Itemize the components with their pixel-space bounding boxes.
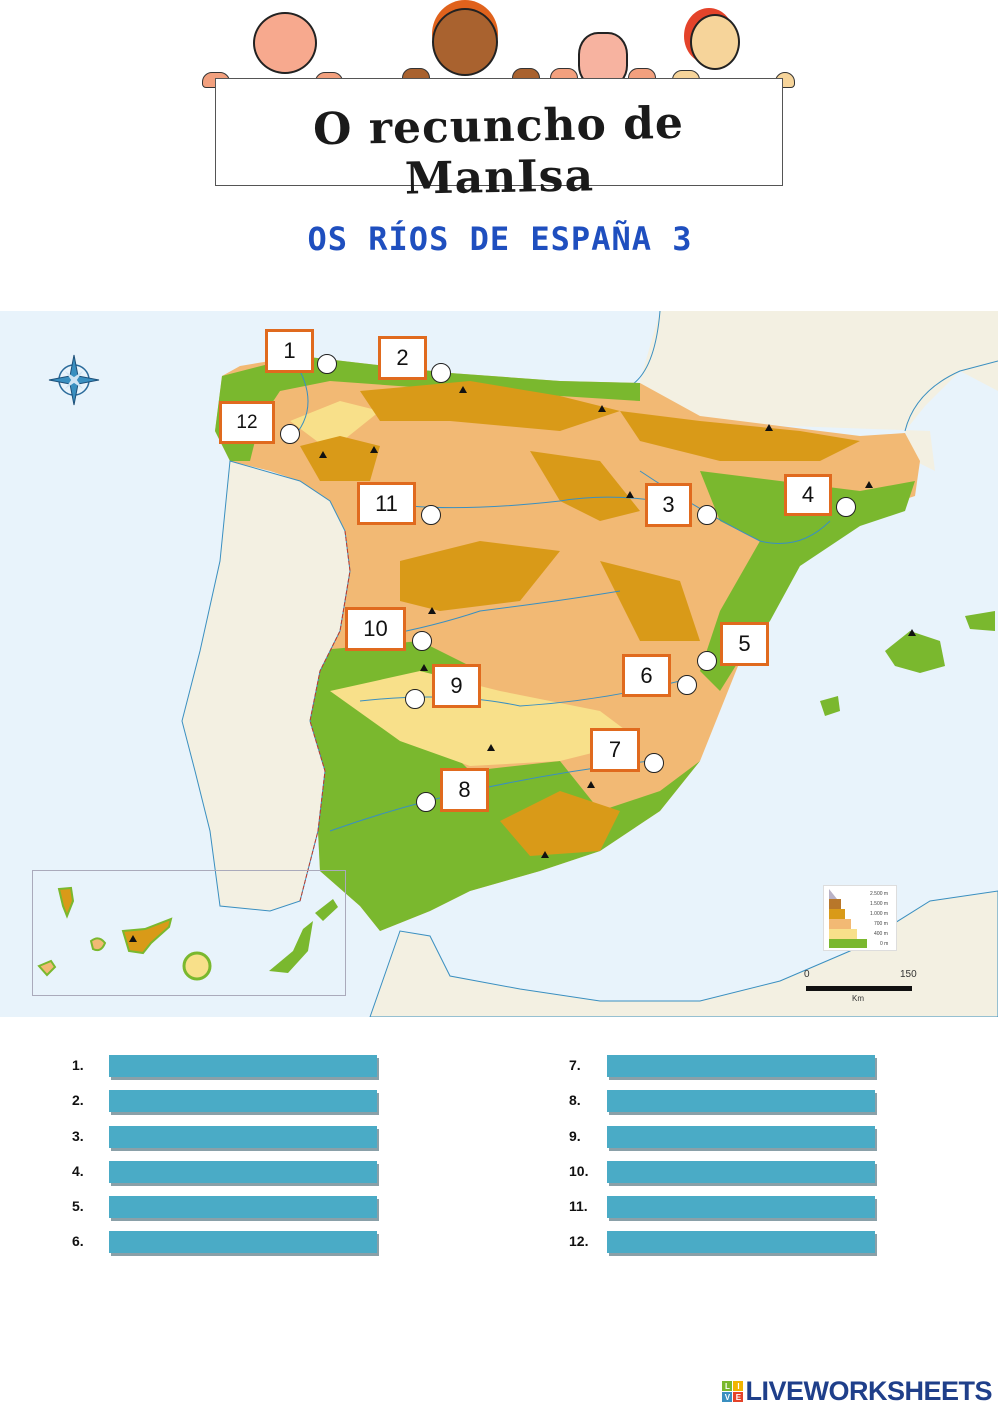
answer-input-1[interactable] [109, 1055, 377, 1077]
elevation-legend: 2.500 m 1.500 m 1.000 m 700 m 400 m 0 m [823, 885, 897, 951]
label-box: 8 [440, 768, 489, 812]
river-mouth-marker[interactable] [677, 675, 697, 695]
label-box: 7 [590, 728, 640, 772]
label-box: 4 [784, 474, 832, 516]
river-mouth-marker[interactable] [644, 753, 664, 773]
mountain-peak-icon [420, 664, 428, 671]
mountain-peak-icon [459, 386, 467, 393]
canary-islands-inset [32, 870, 346, 996]
liveworksheets-brand: L I V E LIVEWORKSHEETS [722, 1376, 992, 1407]
river-mouth-marker[interactable] [836, 497, 856, 517]
label-box: 3 [645, 483, 692, 527]
river-mouth-marker[interactable] [412, 631, 432, 651]
compass-rose-icon [47, 353, 101, 407]
river-mouth-marker[interactable] [405, 689, 425, 709]
mountain-peak-icon [319, 451, 327, 458]
answer-input-8[interactable] [607, 1090, 875, 1112]
header-banner: O recuncho de ManIsa [215, 78, 783, 205]
mountain-peak-icon [598, 405, 606, 412]
spain-physical-map: 1 2 3 4 5 6 7 8 9 10 11 12 [0, 311, 998, 1017]
label-box: 2 [378, 336, 427, 380]
liveworksheets-logo-icon: L I V E [722, 1381, 744, 1402]
river-mouth-marker[interactable] [431, 363, 451, 383]
answer-input-3[interactable] [109, 1126, 377, 1148]
answer-input-9[interactable] [607, 1126, 875, 1148]
mountain-peak-icon [428, 607, 436, 614]
label-box: 1 [265, 329, 314, 373]
page-title: OS RÍOS DE ESPAÑA 3 [307, 220, 693, 258]
mountain-peak-icon [626, 491, 634, 498]
kid-face-icon [690, 14, 740, 70]
label-box: 12 [219, 401, 275, 444]
label-box: 5 [720, 622, 769, 666]
river-mouth-marker[interactable] [697, 651, 717, 671]
answer-input-4[interactable] [109, 1161, 377, 1183]
label-box: 11 [357, 482, 416, 525]
kid-face-icon [233, 8, 337, 74]
answer-input-5[interactable] [109, 1196, 377, 1218]
brand-name: LIVEWORKSHEETS [745, 1376, 992, 1406]
river-mouth-marker[interactable] [416, 792, 436, 812]
mountain-peak-icon [370, 446, 378, 453]
mountain-peak-icon [765, 424, 773, 431]
river-mouth-marker[interactable] [280, 424, 300, 444]
label-box: 6 [622, 654, 671, 697]
answer-input-12[interactable] [607, 1231, 875, 1253]
answer-input-11[interactable] [607, 1196, 875, 1218]
mountain-peak-icon [587, 781, 595, 788]
mountain-peak-icon [487, 744, 495, 751]
answer-input-7[interactable] [607, 1055, 875, 1077]
kid-face-icon [432, 8, 498, 76]
river-mouth-marker[interactable] [317, 354, 337, 374]
banner-text: O recuncho de ManIsa [312, 97, 685, 205]
answer-input-2[interactable] [109, 1090, 377, 1112]
mountain-peak-icon [541, 851, 549, 858]
label-box: 9 [432, 664, 481, 708]
mountain-peak-icon [865, 481, 873, 488]
answer-input-6[interactable] [109, 1231, 377, 1253]
river-mouth-marker[interactable] [697, 505, 717, 525]
label-box: 10 [345, 607, 406, 651]
answer-input-10[interactable] [607, 1161, 875, 1183]
river-mouth-marker[interactable] [421, 505, 441, 525]
mountain-peak-icon [908, 629, 916, 636]
